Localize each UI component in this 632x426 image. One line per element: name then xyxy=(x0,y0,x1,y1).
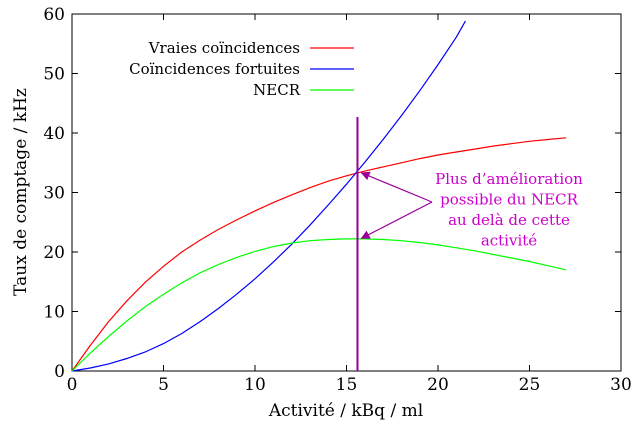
legend-label-coincidences-fortuites: Coïncidences fortuites xyxy=(129,60,300,78)
y-tick-label: 60 xyxy=(43,5,65,25)
x-tick-label: 10 xyxy=(244,375,266,395)
annotation-arrow xyxy=(360,171,433,203)
annotation-line: Plus d’amélioration xyxy=(435,170,583,188)
legend-label-vraies-coincidences: Vraies coïncidences xyxy=(148,39,300,57)
x-axis-title: Activité / kBq / ml xyxy=(268,401,423,421)
x-tick-label: 25 xyxy=(519,375,541,395)
x-tick-label: 15 xyxy=(336,375,358,395)
x-tick-label: 0 xyxy=(67,375,78,395)
y-tick-label: 40 xyxy=(43,124,65,144)
x-tick-label: 30 xyxy=(610,375,632,395)
y-tick-label: 10 xyxy=(43,303,65,323)
series-line-vraies-coincidences xyxy=(71,137,567,372)
legend-label-necr: NECR xyxy=(253,81,301,99)
y-tick-label: 20 xyxy=(43,243,65,263)
y-tick-label: 30 xyxy=(43,184,65,204)
annotation-arrow xyxy=(360,201,433,239)
x-tick-label: 20 xyxy=(427,375,449,395)
x-tick-label: 5 xyxy=(158,375,169,395)
y-axis-title: Taux de comptage / kHz xyxy=(11,88,31,296)
series-line-coincidences-fortuites xyxy=(71,20,466,372)
y-tick-label: 0 xyxy=(54,362,65,382)
annotation-line: activité xyxy=(481,232,537,250)
annotation-line: au delà de cette xyxy=(448,211,570,229)
series-line-necr xyxy=(71,238,567,372)
y-tick-label: 50 xyxy=(43,65,65,85)
plot-area: 0 5 10 15 20 25 30 0 10 20 30 40 50 60 Vraies coïncide… xyxy=(43,5,631,395)
annotation-line: possible du NECR xyxy=(440,191,578,209)
